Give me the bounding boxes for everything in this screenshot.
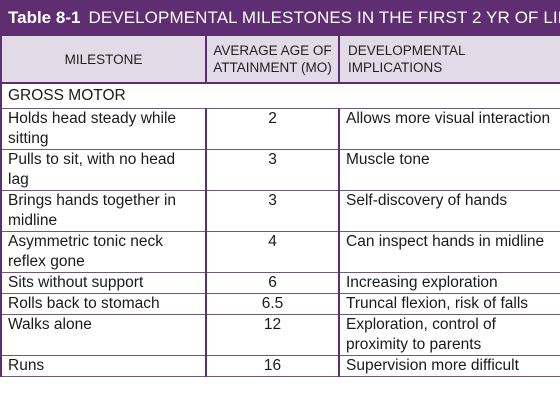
cell-age: 6 [205, 272, 340, 294]
table-row: Pulls to sit, with no head lag 3 Muscle … [0, 149, 560, 191]
table-row: Holds head steady while sitting 2 Allows… [0, 108, 560, 150]
section-row: GROSS MOTOR [0, 83, 560, 109]
cell-milestone: Pulls to sit, with no head lag [0, 149, 207, 191]
table-title-bar: Table 8-1 DEVELOPMENTAL MILESTONES IN TH… [0, 0, 560, 36]
cell-age: 3 [205, 190, 340, 232]
cell-implication: Exploration, control of proximity to par… [338, 314, 560, 356]
table-row: Sits without support 6 Increasing explor… [0, 272, 560, 294]
cell-implication: Can inspect hands in midline [338, 231, 560, 273]
table-row: Brings hands together in midline 3 Self-… [0, 190, 560, 232]
cell-implication: Muscle tone [338, 149, 560, 191]
cell-age: 4 [205, 231, 340, 273]
milestones-table: MILESTONE AVERAGE AGE OF ATTAINMENT (MO)… [0, 36, 560, 377]
cell-age: 6.5 [205, 293, 340, 315]
cell-age: 2 [205, 108, 340, 150]
cell-milestone: Rolls back to stomach [0, 293, 207, 315]
cell-milestone: Brings hands together in midline [0, 190, 207, 232]
table-row: Asymmetric tonic neck reflex gone 4 Can … [0, 231, 560, 273]
cell-milestone: Sits without support [0, 272, 207, 294]
cell-implication: Increasing exploration [338, 272, 560, 294]
header-age: AVERAGE AGE OF ATTAINMENT (MO) [205, 36, 340, 84]
section-label: GROSS MOTOR [0, 83, 560, 109]
cell-milestone: Walks alone [0, 314, 207, 356]
table-number: Table 8-1 [8, 8, 81, 27]
cell-implication: Supervision more difficult [338, 355, 560, 377]
cell-implication: Allows more visual interaction [338, 108, 560, 150]
cell-milestone: Holds head steady while sitting [0, 108, 207, 150]
cell-implication: Truncal flexion, risk of falls [338, 293, 560, 315]
header-row: MILESTONE AVERAGE AGE OF ATTAINMENT (MO)… [0, 36, 560, 84]
cell-age: 16 [205, 355, 340, 377]
table-title: DEVELOPMENTAL MILESTONES IN THE FIRST 2 … [88, 8, 560, 27]
cell-age: 12 [205, 314, 340, 356]
header-milestone: MILESTONE [0, 36, 207, 84]
cell-implication: Self-discovery of hands [338, 190, 560, 232]
table-row: Rolls back to stomach 6.5 Truncal flexio… [0, 293, 560, 315]
cell-milestone: Runs [0, 355, 207, 377]
table-row: Walks alone 12 Exploration, control of p… [0, 314, 560, 356]
table-row: Runs 16 Supervision more difficult [0, 355, 560, 377]
cell-milestone: Asymmetric tonic neck reflex gone [0, 231, 207, 273]
cell-age: 3 [205, 149, 340, 191]
header-implications: DEVELOPMENTAL IMPLICATIONS [338, 36, 560, 84]
